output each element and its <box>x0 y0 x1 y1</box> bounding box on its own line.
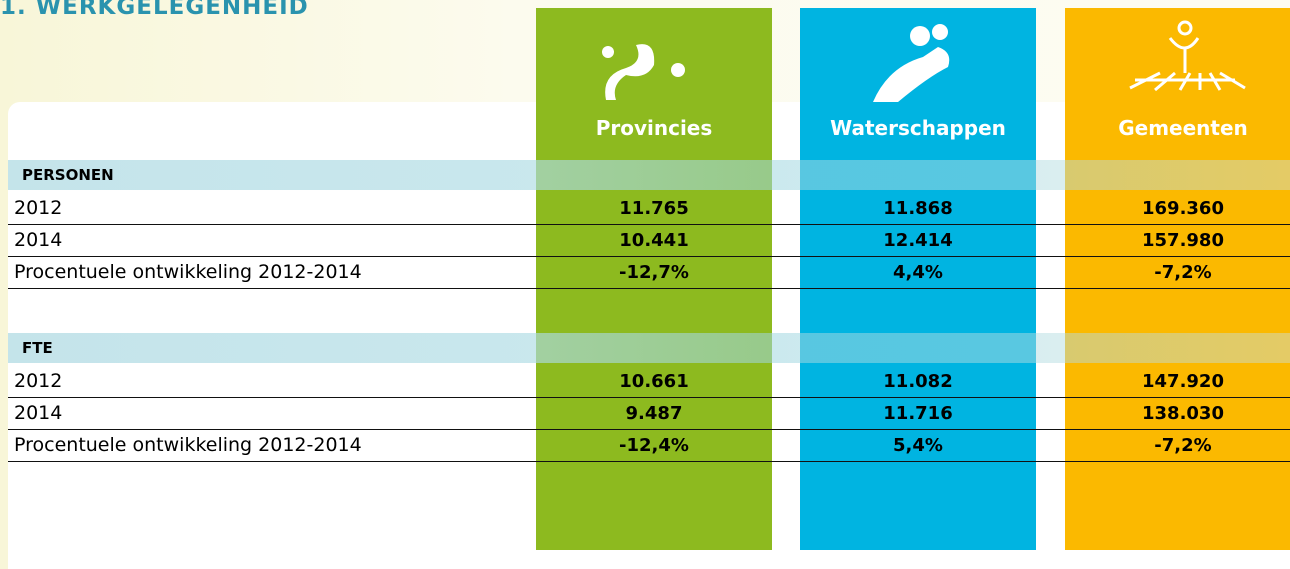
column-header: Gemeenten <box>1118 116 1248 140</box>
column-header: Waterschappen <box>830 116 1006 140</box>
cell-value: -12,7% <box>619 262 689 283</box>
row-label: 2012 <box>14 197 63 219</box>
icon <box>873 24 950 102</box>
cell-value: 11.716 <box>883 403 953 424</box>
icon <box>1129 20 1246 92</box>
cell-value: 10.661 <box>619 371 689 392</box>
cell-value: 147.920 <box>1142 371 1224 392</box>
cell-value: -12,4% <box>619 435 689 456</box>
row-label: 2014 <box>14 229 63 251</box>
cell-value: -7,2% <box>1154 435 1212 456</box>
column-bg <box>800 8 1036 550</box>
table-row: 2014 9.487 11.716 138.030 <box>8 398 1290 430</box>
title: 1. WERKGELEGENHEID <box>0 0 309 20</box>
cell-value: 11.765 <box>619 198 689 219</box>
row-label: Procentuele ontwikkeling 2012-2014 <box>14 434 362 456</box>
cell-value: 5,4% <box>893 435 943 456</box>
table-row: 2014 10.441 12.414 157.980 <box>8 225 1290 257</box>
row-label: 2012 <box>14 370 63 392</box>
row-label: 2014 <box>14 402 63 424</box>
icon <box>602 44 685 100</box>
cell-value: 138.030 <box>1142 403 1224 424</box>
cell-value: 169.360 <box>1142 198 1224 219</box>
cell-value: 157.980 <box>1142 230 1224 251</box>
column-header: Provincies <box>595 116 713 140</box>
cell-value: 9.487 <box>625 403 683 424</box>
section-label: PERSONEN <box>8 160 1290 190</box>
row-label: Procentuele ontwikkeling 2012-2014 <box>14 261 362 283</box>
table-row: Procentuele ontwikkeling 2012-2014 -12,4%… <box>8 430 1290 462</box>
section-label: FTE <box>8 333 1290 363</box>
cell-value: 11.082 <box>883 371 953 392</box>
cell-value: 12.414 <box>883 230 953 251</box>
table-row: Procentuele ontwikkeling 2012-2014 -12,7%… <box>8 257 1290 289</box>
cell-value: 11.868 <box>883 198 953 219</box>
cell-value: 10.441 <box>619 230 689 251</box>
cell-value: 4,4% <box>893 262 943 283</box>
column-bg <box>1065 8 1290 550</box>
table-row: 2012 10.661 11.082 147.920 <box>8 366 1290 398</box>
column-bg <box>536 8 772 550</box>
cell-value: -7,2% <box>1154 262 1212 283</box>
table-row: 2012 11.765 11.868 169.360 <box>8 193 1290 225</box>
